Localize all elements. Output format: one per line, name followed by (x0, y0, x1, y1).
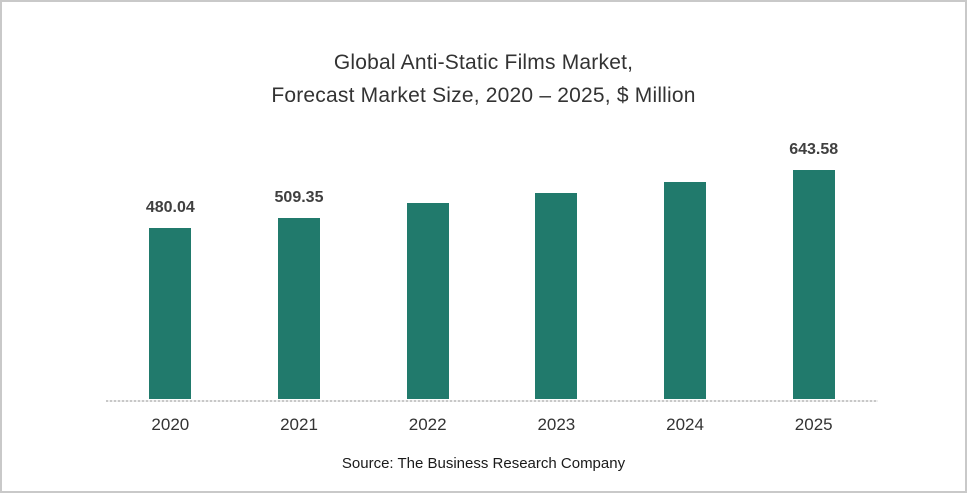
x-tick-2022: 2022 (408, 415, 447, 434)
x-tick-2023: 2023 (537, 415, 576, 434)
bar-group-2022 (363, 139, 492, 399)
x-axis-line (106, 400, 878, 402)
bar-value-label-2025: 643.58 (789, 141, 839, 159)
x-tick-2021: 2021 (280, 415, 318, 434)
bar-group-2024 (621, 139, 750, 399)
x-tick-2024: 2024 (666, 415, 704, 434)
x-tick-2025: 2025 (794, 415, 833, 434)
plot-area: 480.04 509.35 643.58 (106, 139, 878, 399)
chart-title-line2: Forecast Market Size, 2020 – 2025, $ Mil… (271, 84, 696, 107)
bar-2025[interactable] (792, 170, 835, 399)
bar-group-2023 (492, 139, 621, 399)
bar-value-label-2021: 509.35 (274, 188, 324, 206)
bar-2024[interactable] (664, 182, 707, 399)
x-axis-labels: 2020 2021 2022 2023 2024 2025 (106, 415, 878, 435)
x-tick-2020: 2020 (151, 415, 190, 434)
source-caption: Source: The Business Research Company (341, 455, 626, 472)
bar-group-2020: 480.04 (106, 139, 235, 399)
bar-2020[interactable] (149, 228, 192, 399)
bar-2022[interactable] (406, 203, 449, 399)
bar-value-label-2020: 480.04 (145, 199, 195, 217)
chart-title-line1: Global Anti-Static Films Market, (333, 51, 634, 74)
bar-group-2021: 509.35 (235, 139, 364, 399)
chart-title: Global Anti-Static Films Market, Forecas… (2, 46, 965, 112)
bar-2021[interactable] (278, 217, 320, 399)
bar-group-2025: 643.58 (749, 139, 878, 399)
bar-2023[interactable] (535, 192, 578, 399)
